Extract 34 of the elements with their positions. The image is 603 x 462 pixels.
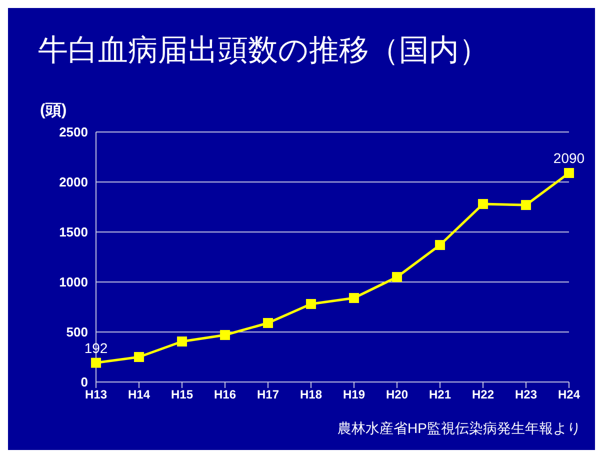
- point: [392, 272, 402, 282]
- point: [263, 318, 273, 328]
- point: [349, 293, 359, 303]
- x-tick-label: H19: [342, 388, 366, 402]
- point: [478, 199, 488, 209]
- y-tick-label: 1500: [59, 224, 88, 240]
- point: [220, 330, 230, 340]
- x-tick-label: H21: [428, 388, 452, 402]
- point: [91, 358, 101, 368]
- x-tick-label: H22: [472, 388, 494, 402]
- y-tick-label: 0: [80, 374, 88, 390]
- y-tick-label: 2000: [59, 174, 88, 190]
- point: [177, 336, 187, 346]
- y-axis-title: (頭): [40, 101, 67, 121]
- x-tick-label: H20: [386, 388, 408, 402]
- x-tick-label: H15: [170, 388, 194, 402]
- point: [134, 352, 144, 362]
- point: [521, 200, 531, 210]
- point: [306, 299, 316, 309]
- y-tick-label: 500: [66, 324, 88, 340]
- text: 農林水産省HP監視伝染病発生年報より: [338, 420, 581, 438]
- chart-title: 牛白血病届出頭数の推移（国内）: [38, 33, 489, 69]
- x-tick-label: H18: [300, 388, 322, 402]
- y-tick-label: 1000: [59, 274, 88, 290]
- x-tick-label: H14: [128, 388, 150, 402]
- x-tick-label: H13: [84, 388, 108, 402]
- point: [435, 240, 445, 250]
- y-tick-label: 2500: [59, 124, 88, 140]
- point: [564, 168, 574, 178]
- data-label: 2090: [553, 150, 585, 166]
- x-tick-label: H16: [214, 388, 236, 402]
- x-tick-label: H24: [558, 388, 580, 402]
- x-tick-label: H17: [256, 388, 280, 402]
- x-tick-label: H23: [514, 388, 538, 402]
